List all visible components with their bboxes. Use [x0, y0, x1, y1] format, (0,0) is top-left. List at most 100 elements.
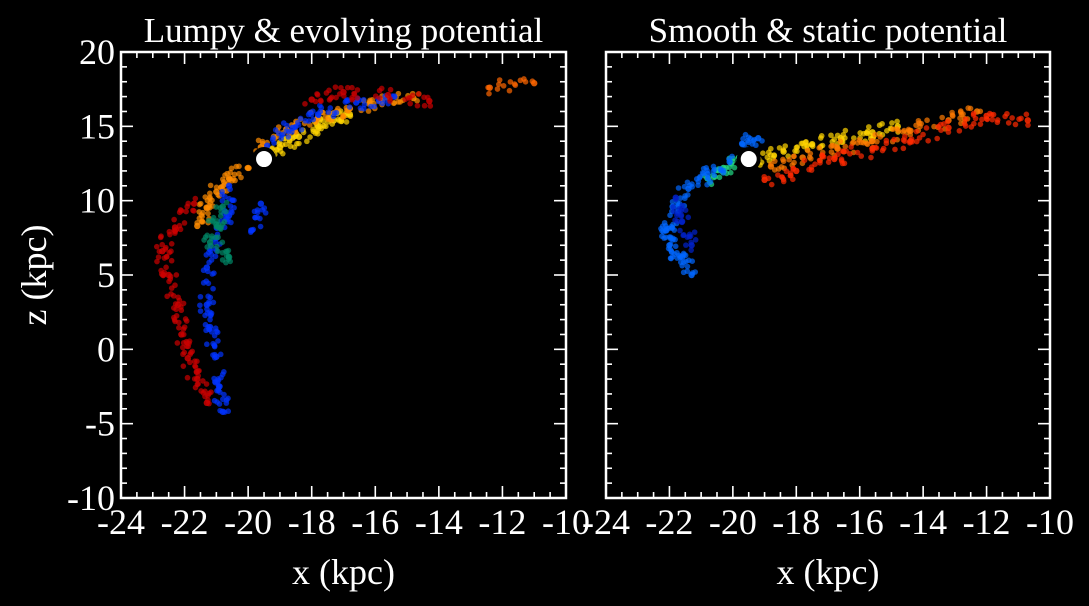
x-tick-label: -16 [351, 502, 399, 542]
stream-particles [658, 105, 1032, 279]
stream-particle [890, 126, 896, 132]
stream-particle [851, 135, 857, 141]
stream-particle [816, 145, 822, 151]
stream-particle [868, 154, 874, 161]
stream-particle [180, 340, 187, 346]
stream-particle [207, 294, 214, 301]
stream-particle [989, 116, 996, 123]
stream-particle [938, 127, 944, 134]
stream-particle [834, 144, 840, 150]
stream-particle [741, 142, 747, 148]
stream-particle [244, 165, 251, 171]
stream-particle [185, 200, 192, 207]
stream-particle [343, 119, 350, 125]
stream-particle [874, 138, 880, 145]
stream-point [203, 204, 211, 212]
stream-particle [711, 172, 718, 179]
stream-particle [415, 91, 422, 97]
stream-particle [956, 128, 963, 134]
stream-particle [949, 113, 956, 119]
stream-particle [778, 164, 785, 170]
stream-particle [323, 123, 329, 130]
stream-particle [917, 123, 923, 130]
x-tick-label: -10 [542, 502, 590, 542]
stream-particle [236, 170, 242, 177]
stream-particle [522, 79, 529, 85]
stream-particle [176, 209, 183, 216]
stream-particle [197, 302, 203, 309]
stream-particle [687, 233, 694, 239]
stream-particle [206, 300, 212, 307]
stream-particle [729, 153, 735, 160]
stream-particle [892, 146, 898, 153]
stream-particle [659, 228, 665, 234]
stream-particle [223, 208, 229, 215]
stream-particle [1023, 111, 1030, 118]
stream-particle [197, 308, 204, 314]
stream-particle [971, 120, 977, 127]
stream-particle [349, 94, 355, 101]
stream-particle [168, 257, 175, 264]
stream-particle [807, 150, 814, 157]
stream-particle [720, 167, 727, 174]
stream-particle [176, 324, 182, 331]
stream-particle [668, 249, 675, 256]
stream-particle [791, 153, 797, 160]
stream-particle [771, 167, 778, 173]
stream-point [983, 112, 990, 120]
stream-particle [857, 130, 863, 136]
stream-point [426, 97, 433, 105]
stream-particle [216, 401, 223, 407]
stream-particle [695, 182, 701, 189]
x-tick-label: -12 [478, 502, 526, 542]
stream-particle [787, 172, 794, 179]
stream-particle [210, 299, 217, 306]
stream-particle [302, 101, 308, 107]
stream-particle [170, 293, 177, 299]
stream-particle [154, 258, 160, 265]
stream-particle [414, 102, 421, 109]
stream-particle [207, 194, 213, 201]
stream-particle [228, 165, 235, 172]
stream-particle [221, 391, 227, 398]
stream-particle [333, 94, 339, 101]
stream-particle [341, 93, 347, 99]
stream-particle [667, 212, 673, 219]
stream-particle [507, 79, 514, 85]
y-tick-label: 5 [97, 255, 115, 295]
stream-particle [280, 131, 286, 138]
stream-particle [195, 381, 201, 387]
stream-particle [977, 121, 984, 127]
stream-particle [252, 214, 259, 221]
stream-particle [760, 150, 766, 156]
stream-particle [685, 192, 691, 198]
stream-particle [254, 207, 261, 213]
stream-particle [206, 259, 212, 266]
progenitor-marker [252, 147, 277, 172]
stream-particle [700, 165, 707, 172]
stream-point [314, 111, 322, 118]
stream-particle [879, 147, 886, 154]
stream-particle [227, 169, 234, 176]
stream-particle [228, 208, 234, 215]
stream-particle [376, 87, 383, 94]
stream-particle [704, 174, 711, 181]
stream-particle [790, 165, 797, 172]
stream-particle [225, 408, 232, 415]
x-tick-label: -24 [582, 502, 630, 542]
stream-particle [689, 183, 695, 190]
stream-particle [872, 144, 879, 151]
stream-particle [310, 116, 317, 123]
stream-particle [967, 105, 974, 112]
stream-particle [907, 131, 914, 138]
stream-particle [672, 243, 679, 250]
stream-particle [409, 92, 416, 99]
stream-particle [282, 141, 289, 148]
stream-particle [209, 233, 215, 239]
stream-particle [924, 117, 930, 124]
stream-particle [214, 243, 220, 250]
stream-particle [211, 343, 218, 349]
panel-lumpy-evolving: -24 -22 -20 -18 -16 -14 -12 -10 -10 -5 0 5 10 15 20 Lum… [14, 11, 590, 592]
stream-particle [218, 209, 224, 215]
